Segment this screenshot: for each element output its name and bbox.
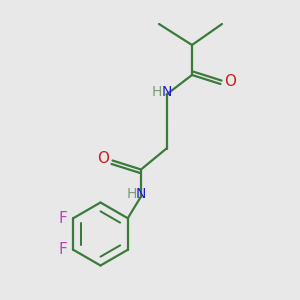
Text: O: O [224,74,236,89]
Text: O: O [97,151,109,166]
Text: F: F [58,211,67,226]
Text: H: H [126,187,136,201]
Text: F: F [58,242,67,257]
Text: H: H [152,85,162,99]
Text: N: N [161,85,172,99]
Text: N: N [136,187,146,201]
